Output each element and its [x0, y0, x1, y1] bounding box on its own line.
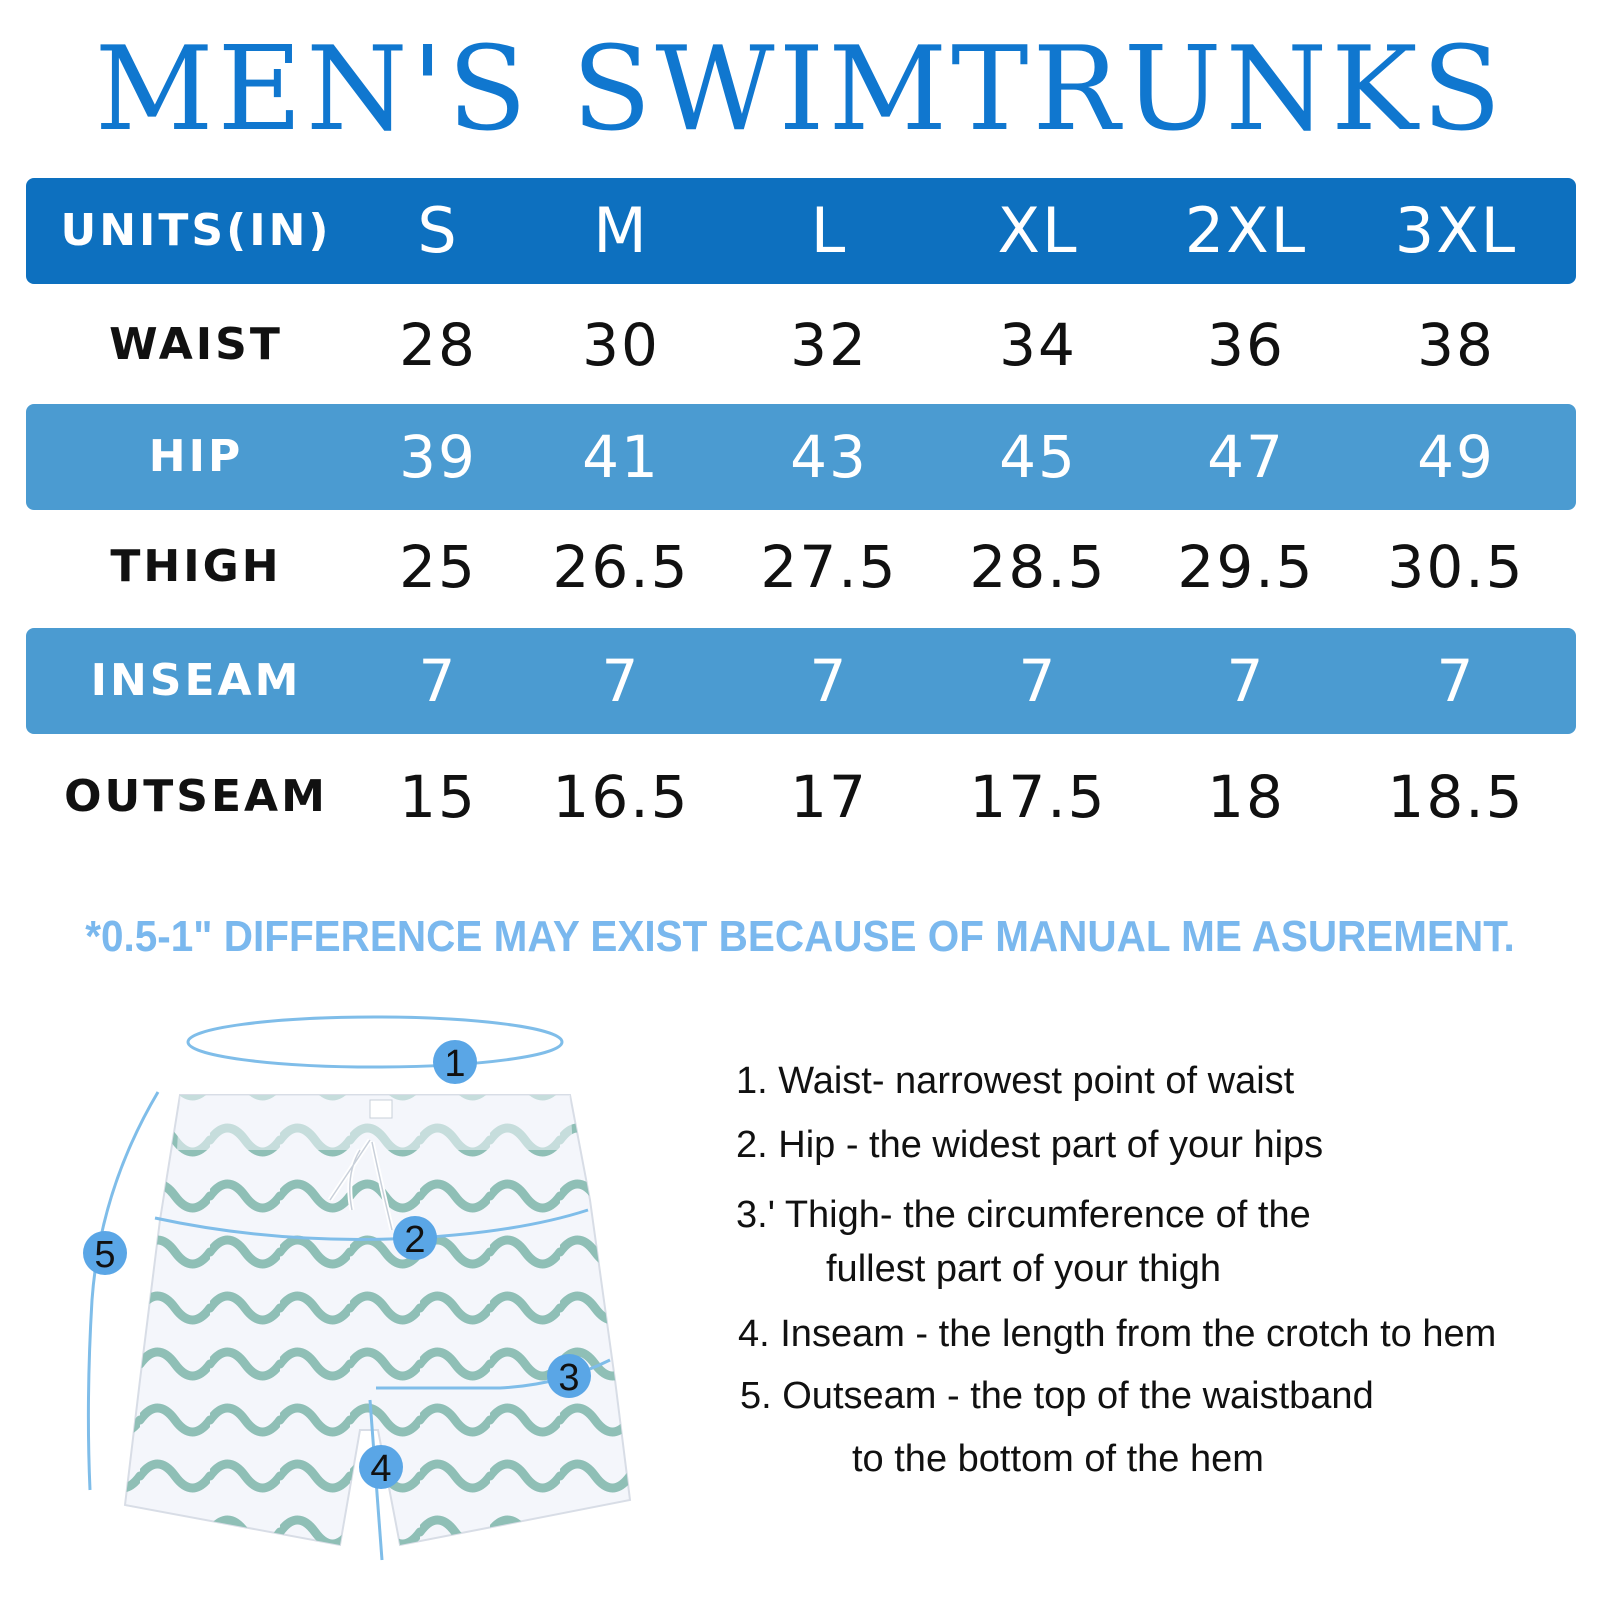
table-cell: 28	[399, 311, 477, 379]
table-cell: 36	[1207, 311, 1285, 379]
size-xl: XL	[997, 194, 1079, 267]
table-cell: 17.5	[969, 763, 1107, 831]
table-cell: 17	[790, 763, 868, 831]
size-s: S	[417, 194, 459, 267]
size-2xl: 2XL	[1184, 194, 1308, 267]
table-cell: 30.5	[1387, 533, 1525, 601]
measurement-note: *0.5-1" DIFFERENCE MAY EXIST BECAUSE OF …	[85, 912, 1515, 961]
table-cell: 18	[1207, 763, 1285, 831]
table-cell: 7	[418, 647, 458, 715]
table-row-inseam: INSEAM 7 7 7 7 7 7	[26, 628, 1576, 734]
row-label: HIP	[148, 431, 244, 482]
table-cell: 41	[582, 423, 660, 491]
table-cell: 49	[1417, 423, 1495, 491]
table-cell: 28.5	[969, 533, 1107, 601]
outseam-line	[86, 1091, 160, 1491]
table-cell: 45	[999, 423, 1077, 491]
size-3xl: 3XL	[1394, 194, 1518, 267]
swimtrunks-diagram: 1 2 3 4 5	[83, 1015, 632, 1561]
legend-hip: 2. Hip - the widest part of your hips	[736, 1124, 1324, 1166]
table-row-hip: HIP 39 41 43 45 47 49	[26, 404, 1576, 510]
table-row-thigh: THIGH 25 26.5 27.5 28.5 29.5 30.5	[26, 514, 1576, 620]
marker-2: 2	[393, 1216, 437, 1261]
table-cell: 26.5	[552, 533, 690, 601]
table-cell: 18.5	[1387, 763, 1525, 831]
waist-ring	[186, 1015, 564, 1069]
legend-thigh-cont: fullest part of your thigh	[826, 1248, 1221, 1290]
legend-waist: 1. Waist- narrowest point of waist	[736, 1060, 1295, 1102]
table-cell: 43	[790, 423, 868, 491]
marker-1-number: 1	[444, 1043, 465, 1085]
marker-4-number: 4	[370, 1448, 391, 1490]
marker-5-number: 5	[94, 1234, 115, 1276]
legend-inseam: 4. Inseam - the length from the crotch t…	[738, 1313, 1497, 1355]
table-cell: 32	[790, 311, 868, 379]
table-cell: 29.5	[1177, 533, 1315, 601]
table-cell: 16.5	[552, 763, 690, 831]
table-cell: 7	[1436, 647, 1476, 715]
table-cell: 30	[582, 311, 660, 379]
legend-outseam: 5. Outseam - the top of the waistband	[740, 1375, 1374, 1417]
marker-2-number: 2	[404, 1219, 425, 1261]
marker-4: 4	[359, 1445, 403, 1490]
row-label: INSEAM	[90, 655, 302, 706]
table-cell: 15	[399, 763, 477, 831]
row-label: THIGH	[110, 541, 282, 592]
table-row-waist: WAIST 28 30 32 34 36 38	[26, 292, 1576, 398]
table-cell: 34	[999, 311, 1077, 379]
legend-outseam-cont: to the bottom of the hem	[852, 1438, 1264, 1480]
table-cell: 38	[1417, 311, 1495, 379]
marker-3: 3	[547, 1354, 591, 1399]
marker-1: 1	[433, 1040, 477, 1085]
size-l: L	[810, 194, 848, 267]
table-cell: 27.5	[760, 533, 898, 601]
marker-5: 5	[83, 1231, 127, 1276]
size-header-row: UNITS(IN) S M L XL 2XL 3XL	[26, 178, 1576, 284]
legend-thigh: 3.' Thigh- the circumference of the	[736, 1194, 1311, 1236]
size-m: M	[593, 194, 649, 267]
table-cell: 7	[601, 647, 641, 715]
row-label: WAIST	[109, 319, 283, 370]
table-cell: 39	[399, 423, 477, 491]
units-label: UNITS(IN)	[60, 205, 332, 256]
table-row-outseam: OUTSEAM 15 16.5 17 17.5 18 18.5	[26, 744, 1576, 850]
table-cell: 7	[809, 647, 849, 715]
table-cell: 7	[1018, 647, 1058, 715]
row-label: OUTSEAM	[64, 771, 328, 822]
marker-3-number: 3	[558, 1357, 579, 1399]
table-cell: 7	[1226, 647, 1266, 715]
table-cell: 25	[399, 533, 477, 601]
page-title: MEN'S SWIMTRUNKS	[94, 22, 1506, 157]
swimtrunks-image	[123, 1094, 632, 1547]
table-cell: 47	[1207, 423, 1285, 491]
